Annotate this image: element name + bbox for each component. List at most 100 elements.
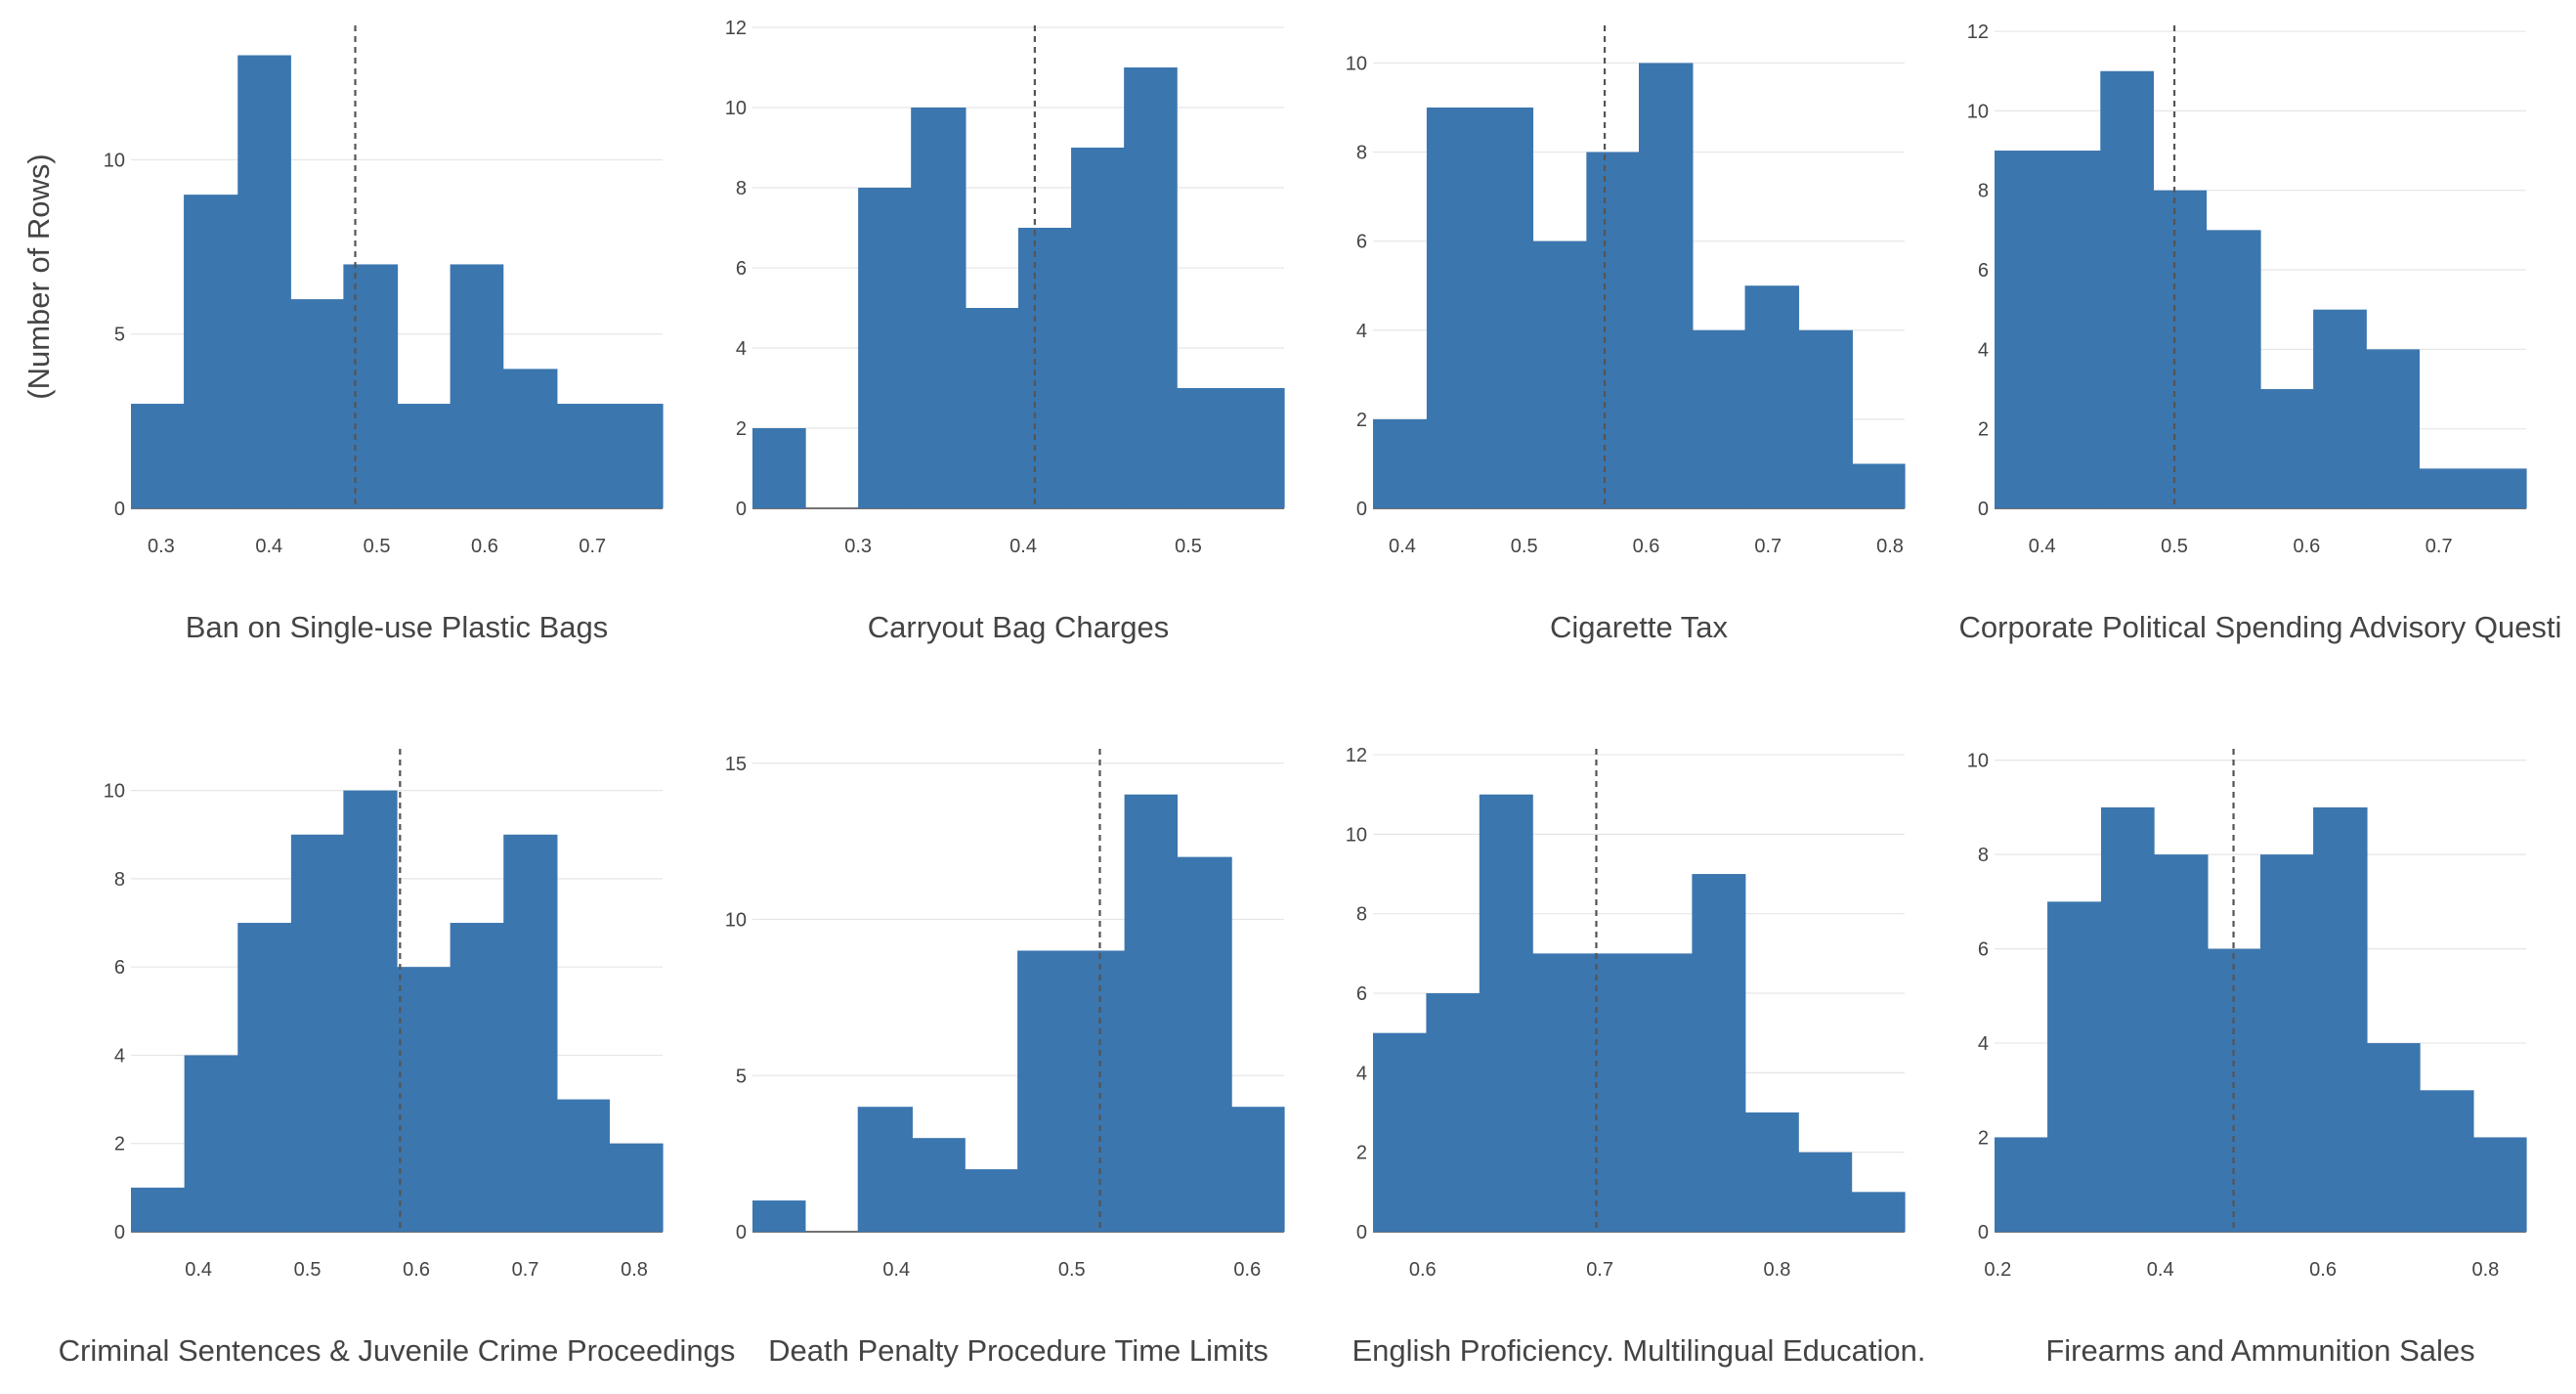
- x-tick-label: 0.3: [148, 536, 175, 557]
- y-tick-label: 10: [1967, 751, 1989, 772]
- y-tick-label: 15: [725, 754, 747, 775]
- histogram-bar: [1692, 329, 1746, 508]
- histogram-bar: [1798, 1152, 1853, 1232]
- y-tick-label: 12: [1967, 22, 1989, 43]
- histogram-bar: [556, 1099, 610, 1232]
- histogram-bar: [965, 1169, 1018, 1232]
- histogram-bar: [1995, 1137, 2048, 1232]
- histogram-bar: [1373, 1032, 1427, 1232]
- y-tick-label: 0: [114, 1222, 125, 1243]
- x-tick-label: 0.5: [1511, 536, 1538, 557]
- y-tick-label: 8: [1356, 143, 1367, 164]
- histogram-bar: [911, 108, 966, 508]
- panel-title: English Proficiency. Multilingual Educat…: [1352, 1333, 1925, 1368]
- histogram-bar: [1532, 240, 1587, 508]
- histogram-bar: [752, 1200, 806, 1232]
- histogram-bar: [184, 195, 238, 508]
- histogram-bar: [1373, 418, 1428, 508]
- histogram-bar: [237, 923, 292, 1232]
- y-tick-label: 6: [114, 957, 125, 979]
- histogram-bar: [1426, 993, 1481, 1232]
- x-tick-label: 0.4: [1009, 536, 1037, 557]
- histogram-bar: [1231, 1107, 1285, 1232]
- histogram-bar: [2471, 468, 2527, 508]
- y-tick-label: 5: [114, 325, 125, 346]
- y-tick-label: 4: [1978, 1033, 1989, 1055]
- y-axis-title: (Number of Rows): [21, 153, 56, 400]
- histogram-bar: [2154, 854, 2209, 1232]
- y-tick-label: 10: [104, 150, 125, 171]
- x-tick-label: 0.7: [1586, 1259, 1613, 1281]
- histogram-bar: [1744, 1112, 1799, 1232]
- y-tick-label: 6: [736, 258, 747, 280]
- histogram-bar: [1744, 285, 1800, 508]
- y-tick-label: 10: [1346, 824, 1367, 846]
- histogram-bar: [131, 1187, 186, 1232]
- panel-title: Firearms and Ammunition Sales: [2045, 1333, 2474, 1368]
- panel-title: Carryout Bag Charges: [868, 610, 1169, 644]
- x-tick-label: 0.4: [255, 536, 282, 557]
- y-tick-label: 12: [725, 18, 747, 39]
- panel-title: Corporate Political Spending Advisory Qu…: [1959, 610, 2562, 644]
- x-tick-label: 0.8: [1764, 1259, 1791, 1281]
- histogram-bar: [965, 308, 1019, 508]
- y-tick-label: 10: [725, 910, 747, 932]
- y-tick-label: 2: [1356, 410, 1367, 431]
- y-tick-label: 4: [1978, 339, 1989, 361]
- histogram-panel: 0 2 4 6 8 10 12 0.3 0.4 0.5 Carryout Bag Charges: [725, 18, 1285, 644]
- histogram-panel: 0 2 4 6 8 10 0.4 0.5 0.6 0.7 0.8 Cigarette Tax: [1346, 25, 1906, 644]
- y-tick-label: 8: [114, 869, 125, 891]
- histogram-bar: [2260, 854, 2314, 1232]
- histogram-bar: [1177, 388, 1232, 508]
- panel-title: Criminal Sentences & Juvenile Crime Proc…: [59, 1333, 736, 1368]
- histogram-panel: 0 5 10 15 0.4 0.5 0.6 Death Penalty Procedure T…: [725, 749, 1285, 1368]
- y-tick-label: 0: [1978, 499, 1989, 520]
- panel-title: Cigarette Tax: [1550, 610, 1729, 644]
- histogram-bar: [1798, 329, 1853, 508]
- histogram-bar: [2047, 901, 2102, 1232]
- histogram-panel: 0 2 4 6 8 10 0.4 0.5 0.6 0.7 0.8 Criminal Sentences…: [59, 749, 736, 1368]
- histogram-bar: [1586, 152, 1640, 509]
- histogram-bar: [1692, 874, 1746, 1232]
- histogram-bar: [2153, 190, 2208, 508]
- y-tick-label: 10: [1967, 101, 1989, 122]
- y-tick-label: 8: [1356, 904, 1367, 926]
- histogram-bar: [2313, 309, 2367, 508]
- histogram-bar: [237, 55, 291, 509]
- histogram-bar: [858, 188, 912, 508]
- y-tick-label: 2: [1978, 1128, 1989, 1150]
- y-tick-label: 10: [1346, 53, 1367, 74]
- y-tick-label: 4: [1356, 321, 1367, 342]
- histogram-bar: [1426, 108, 1481, 508]
- histogram-bar: [1852, 463, 1906, 508]
- histogram-bar: [1639, 63, 1694, 508]
- y-tick-label: 0: [114, 499, 125, 520]
- histogram-bar: [343, 264, 399, 508]
- y-tick-label: 0: [736, 499, 747, 520]
- histogram-bar: [131, 404, 185, 508]
- y-tick-label: 6: [1978, 260, 1989, 282]
- x-tick-label: 0.6: [403, 1259, 430, 1281]
- panel-title: Death Penalty Procedure Time Limits: [768, 1333, 1268, 1368]
- histogram-bar: [2419, 468, 2473, 508]
- histogram-bar: [1995, 151, 2048, 508]
- y-tick-label: 12: [1346, 745, 1367, 766]
- y-tick-label: 4: [736, 338, 747, 360]
- histogram-bar: [2366, 1043, 2421, 1232]
- x-tick-label: 0.6: [2293, 536, 2320, 557]
- histogram-bar: [2313, 806, 2368, 1232]
- histogram-bar: [290, 834, 344, 1232]
- histogram-bar: [290, 299, 344, 508]
- histogram-bar: [1071, 950, 1126, 1232]
- y-tick-label: 0: [1978, 1222, 1989, 1243]
- histogram-bar: [857, 1107, 913, 1232]
- histogram-bar: [1585, 953, 1640, 1232]
- y-tick-label: 5: [736, 1066, 747, 1087]
- x-tick-label: 0.2: [1984, 1259, 2011, 1281]
- y-tick-label: 2: [114, 1134, 125, 1155]
- histogram-bar: [1532, 953, 1587, 1232]
- y-tick-label: 6: [1356, 232, 1367, 253]
- x-tick-label: 0.8: [2472, 1259, 2500, 1281]
- y-tick-label: 2: [1356, 1143, 1367, 1164]
